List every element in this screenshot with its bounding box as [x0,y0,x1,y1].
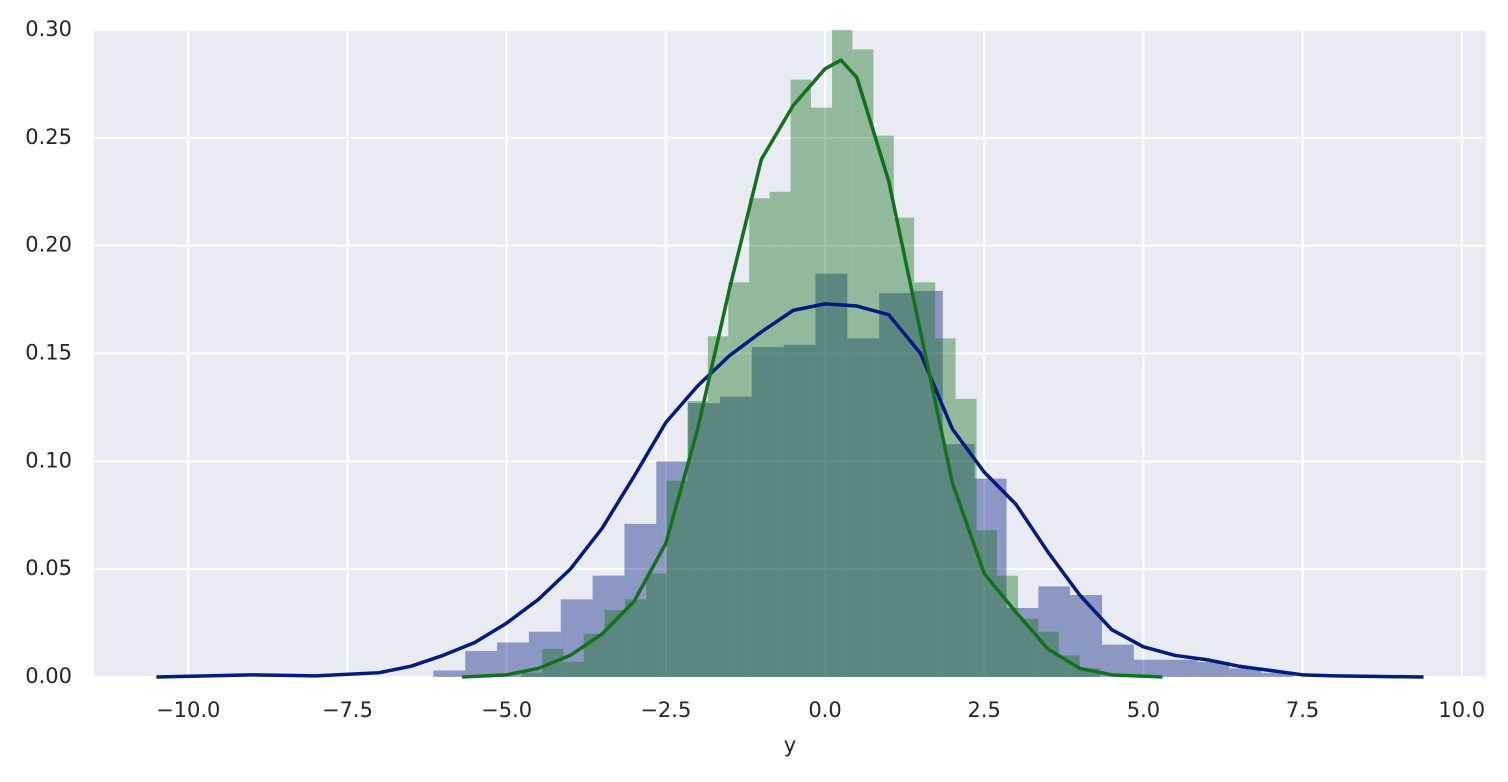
bar [521,672,543,677]
bar [465,651,498,677]
x-tick-label: 10.0 [1438,698,1485,722]
bar [1102,644,1134,677]
bar [1261,672,1294,677]
x-tick-label: −2.5 [640,698,691,722]
x-tick-label: 7.5 [1286,698,1319,722]
bar [1133,659,1166,677]
y-tick-label: 0.15 [25,341,72,365]
y-tick-label: 0.25 [25,125,72,149]
y-tick-label: 0.10 [25,448,72,472]
y-tick-label: 0.00 [25,664,72,688]
x-tick-label: −10.0 [156,698,220,722]
bar [847,338,880,677]
bar [852,49,874,678]
kde-line [461,58,1163,679]
bar [974,478,1007,677]
bar [1070,595,1103,677]
bar [873,135,894,678]
bar [656,461,689,677]
y-tick-label: 0.30 [25,17,72,41]
bar [914,282,936,677]
bar [728,282,750,677]
bar [1165,659,1198,677]
bar [769,191,791,677]
bar [893,217,915,677]
bar [1079,668,1101,677]
y-tick-label: 0.05 [25,556,72,580]
bar [433,670,466,677]
x-axis-label: y [784,733,796,757]
bar [996,575,1018,677]
bar [811,107,833,677]
bar [1058,655,1080,677]
bar [815,273,848,677]
x-tick-label: 5.0 [1127,698,1160,722]
bar [563,661,584,677]
bar [646,573,667,677]
x-tick-label: −5.0 [481,698,532,722]
bar [955,398,977,677]
x-tick-label: 0.0 [808,698,841,722]
bar [935,338,956,677]
bar [832,30,853,677]
bar [625,599,647,677]
bar [751,347,784,677]
bar [942,444,975,677]
bar [749,198,770,677]
bar [1229,668,1262,677]
bar [687,400,708,677]
bar [790,79,812,677]
bar [707,336,729,677]
bar [560,599,593,677]
bar [624,523,657,677]
bar [879,293,911,677]
bar [666,480,688,677]
x-tick-label: 2.5 [968,698,1001,722]
bar [719,396,752,677]
bar [1197,661,1230,677]
kde-line [156,302,1424,679]
y-tick-label: 0.20 [25,233,72,257]
bar [976,530,997,677]
bar [783,344,816,677]
x-tick-label: −7.5 [322,698,373,722]
bar [1038,586,1071,677]
